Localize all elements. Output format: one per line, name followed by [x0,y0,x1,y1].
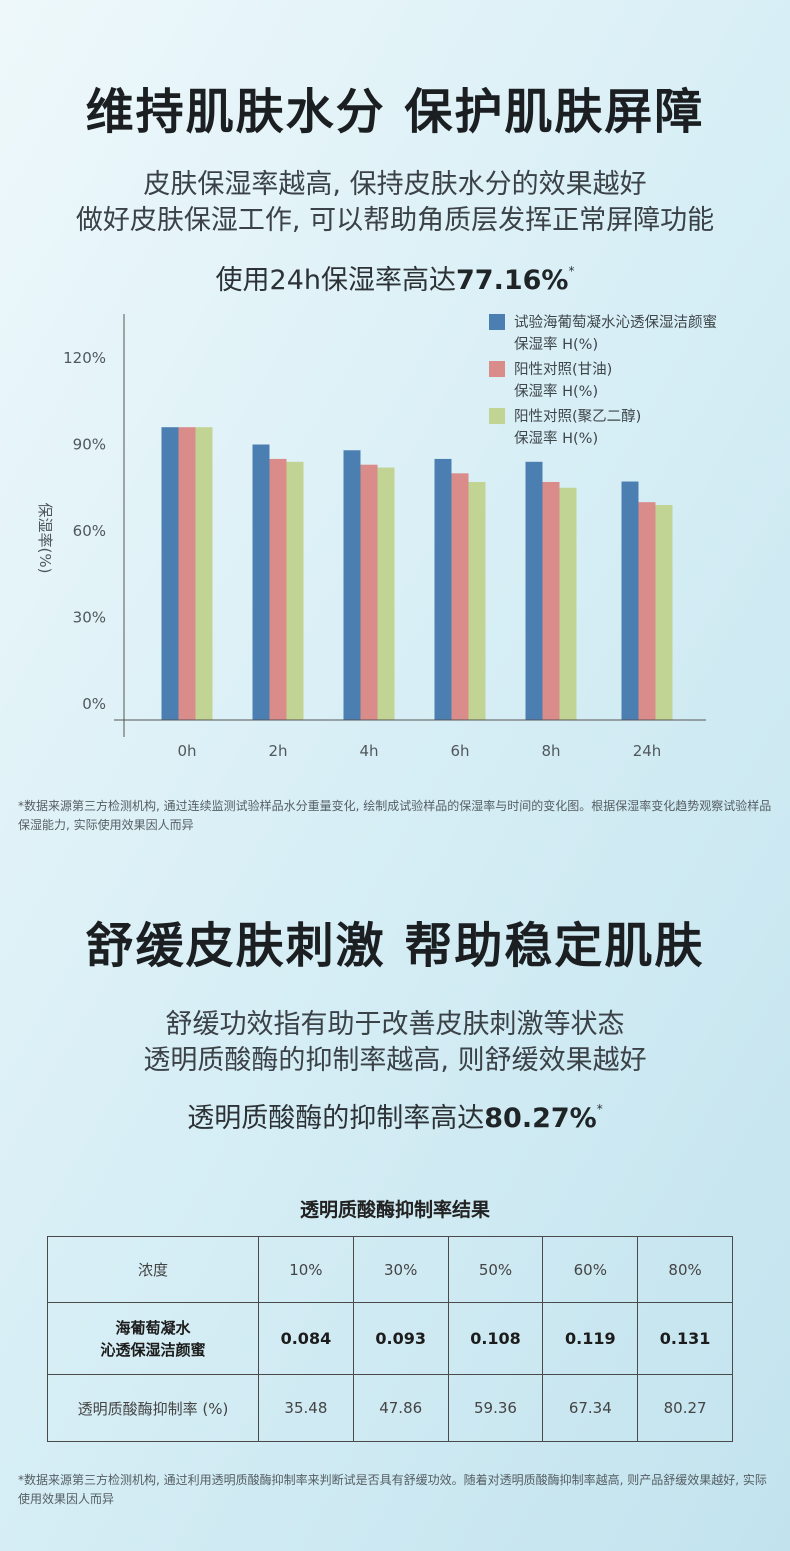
table-title: 透明质酸酶抑制率结果 [299,1199,490,1221]
x-tick-label: 4h [359,742,378,760]
y-axis-label: 保湿率(%) [36,503,54,574]
highlight-value: 77.16% [456,265,569,296]
highlight-mark: * [568,264,575,278]
bar [434,458,452,720]
section1-subtitle-1: 皮肤保湿率越高, 保持皮肤水分的效果越好 [143,169,647,200]
bar [621,481,639,720]
section2-title: 舒缓皮肤刺激 帮助稳定肌肤 [85,918,705,974]
bar [638,502,656,720]
sample-name-line2: 沁透保湿洁颜蜜 [100,1340,206,1359]
bar [343,450,361,720]
section2-subtitle-2: 透明质酸酶的抑制率越高, 则舒缓效果越好 [143,1045,647,1076]
inhibition-results-table: 浓度 10% 30% 50% 60% 80% 海葡萄凝水 沁透保湿洁颜蜜 0.0… [47,1236,733,1442]
y-tick-label: 0% [82,695,106,713]
bar [252,444,270,720]
table-cell: 60% [542,1236,639,1303]
section1-footnote: *数据来源第三方检测机构, 通过连续监测试验样品水分重量变化, 绘制成试验样品的… [18,799,772,832]
legend-label: 试验海葡萄凝水沁透保湿洁颜蜜 [514,314,717,331]
legend-sublabel: 保湿率 H(%) [514,336,598,353]
table-row-rate: 透明质酸酶抑制率 (%) 35.48 47.86 59.36 67.34 80.… [47,1374,733,1442]
legend-swatch [489,314,505,330]
table-cell: 67.34 [542,1374,639,1442]
highlight-prefix: 透明质酸酶的抑制率高达 [187,1103,485,1134]
bar [161,427,179,720]
table-cell: 0.131 [637,1302,733,1375]
legend-sublabel: 保湿率 H(%) [514,430,598,447]
bar [269,458,287,720]
section1-title: 维持肌肤水分 保护肌肤屏障 [85,84,705,140]
bar [360,464,378,720]
table-cell: 10% [258,1236,354,1303]
legend-swatch [489,408,505,424]
table-row-sample: 海葡萄凝水 沁透保湿洁颜蜜 0.084 0.093 0.108 0.119 0.… [47,1302,733,1375]
bar [559,487,577,720]
highlight-mark: * [596,1102,603,1116]
bar [377,467,395,720]
table-cell: 30% [352,1236,449,1303]
table-cell: 47.86 [352,1374,449,1442]
bar [451,473,469,720]
bar [655,505,673,720]
table-cell: 0.119 [542,1302,639,1375]
y-tick-label: 120% [63,349,106,367]
section1-subtitle-2: 做好皮肤保湿工作, 可以帮助角质层发挥正常屏障功能 [75,205,715,236]
bar [178,427,196,720]
sample-name-line1: 海葡萄凝水 [115,1318,191,1337]
bar [468,481,486,720]
x-tick-label: 6h [450,742,469,760]
section2-footnote: *数据来源第三方检测机构, 通过利用透明质酸酶抑制率来判断试是否具有舒缓功效。随… [18,1473,767,1506]
table-cell: 35.48 [258,1374,354,1442]
bar [525,461,543,720]
legend-label: 阳性对照(甘油) [514,361,612,378]
moisture-bar-chart: 0% 30% 60% 90% 120% 0h 2h 4h 6h 8h 24h 试验海葡萄凝水沁透保… [36,314,717,760]
x-tick-label: 2h [268,742,287,760]
table-header-label: 浓度 [47,1236,259,1303]
table-cell: 80.27 [637,1374,733,1442]
x-tick-label: 0h [177,742,196,760]
table-cell: 0.084 [258,1302,354,1375]
x-tick-label: 8h [541,742,560,760]
highlight-prefix: 使用24h保湿率高达 [215,265,456,296]
legend-swatch [489,361,505,377]
table-cell: 50% [447,1236,544,1303]
highlight-value: 80.27% [484,1103,597,1134]
table-cell: 80% [637,1236,733,1303]
x-tick-label: 24h [633,742,662,760]
section1-highlight: 使用24h保湿率高达77.16%* [0,258,790,297]
bar [542,481,560,720]
section2-subtitle-1: 舒缓功效指有助于改善皮肤刺激等状态 [165,1009,625,1040]
table-row-concentration: 浓度 10% 30% 50% 60% 80% [47,1236,733,1303]
y-tick-label: 30% [73,609,106,627]
legend-label: 阳性对照(聚乙二醇) [514,408,641,425]
table-sample-label: 海葡萄凝水 沁透保湿洁颜蜜 [47,1302,259,1375]
legend-sublabel: 保湿率 H(%) [514,383,598,400]
y-tick-label: 90% [73,436,106,454]
y-tick-label: 60% [73,522,106,540]
table-cell: 0.108 [447,1302,544,1375]
table-rate-label: 透明质酸酶抑制率 (%) [47,1374,259,1442]
table-cell: 0.093 [352,1302,449,1375]
table-cell: 59.36 [447,1374,544,1442]
bar [195,427,213,720]
section2-highlight: 透明质酸酶的抑制率高达80.27%* [0,1096,790,1135]
bar [286,461,304,720]
